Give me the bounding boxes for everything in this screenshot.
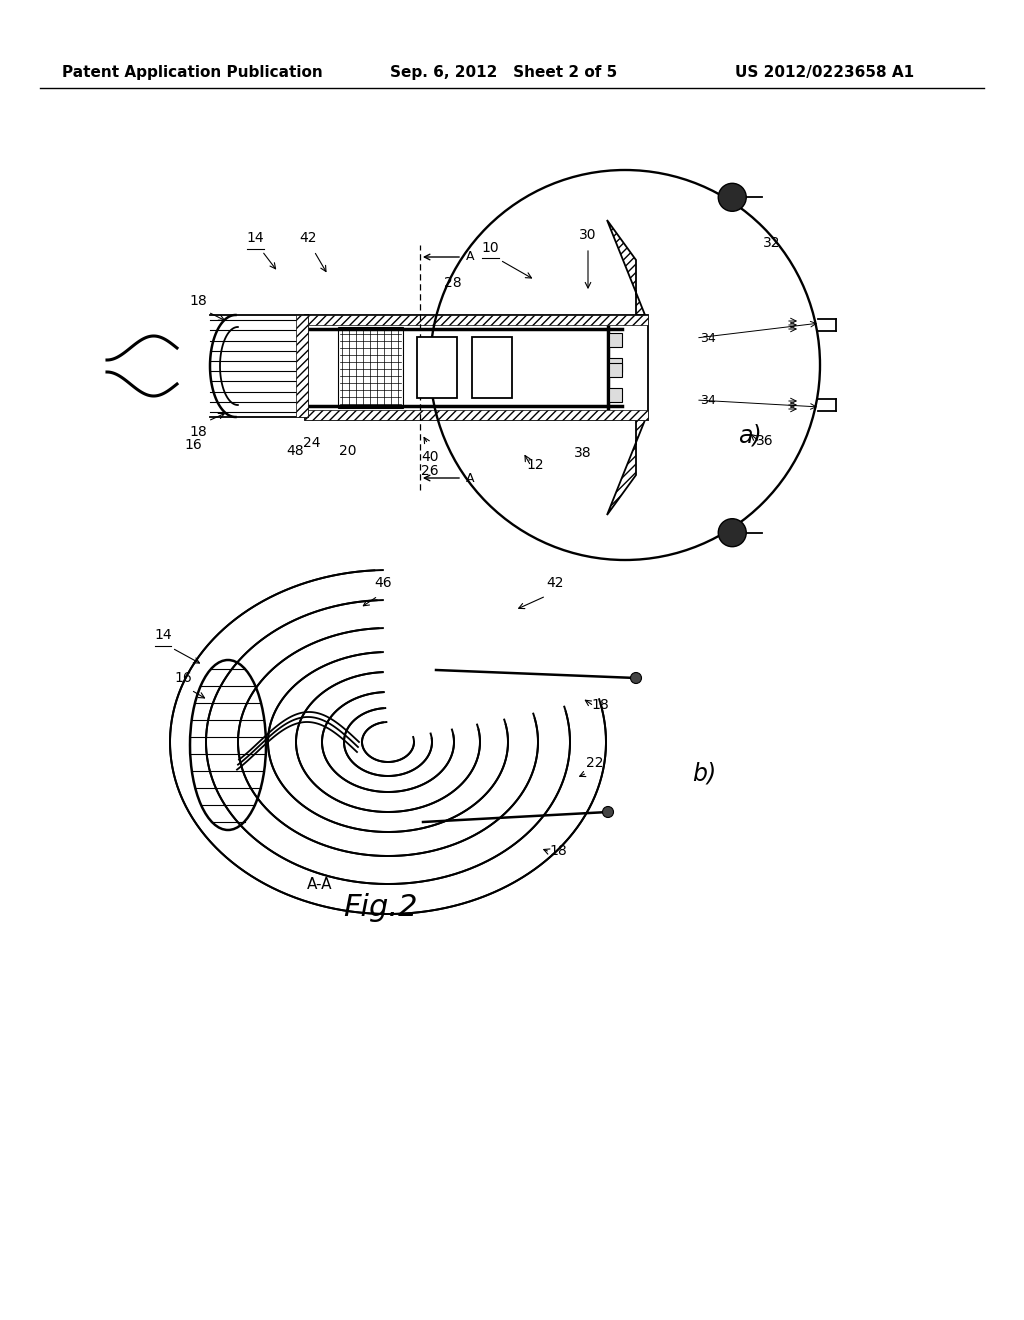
Circle shape — [631, 672, 641, 684]
Text: A: A — [466, 251, 474, 264]
Text: Sep. 6, 2012   Sheet 2 of 5: Sep. 6, 2012 Sheet 2 of 5 — [390, 65, 617, 79]
Text: 48: 48 — [286, 444, 304, 458]
Bar — [338, 327, 403, 408]
Text: Patent Application Publication: Patent Application Publication — [62, 65, 323, 79]
Circle shape — [602, 807, 613, 817]
Text: 14: 14 — [155, 628, 172, 642]
Bar — [417, 337, 457, 399]
Text: 28: 28 — [444, 276, 462, 290]
Text: 18: 18 — [189, 425, 207, 440]
Text: 22: 22 — [587, 756, 604, 770]
Bar — [305, 315, 648, 420]
Text: 32: 32 — [763, 236, 780, 249]
Text: US 2012/0223658 A1: US 2012/0223658 A1 — [735, 65, 914, 79]
Text: 12: 12 — [526, 458, 544, 473]
Text: 26: 26 — [421, 465, 439, 478]
Bar — [296, 315, 308, 417]
Text: 40: 40 — [421, 450, 438, 465]
Bar — [305, 411, 648, 420]
Text: Fig.2: Fig.2 — [343, 894, 417, 921]
Bar — [609, 388, 622, 403]
Polygon shape — [607, 220, 645, 315]
Polygon shape — [607, 420, 645, 515]
Text: A: A — [466, 471, 474, 484]
Text: 20: 20 — [339, 444, 356, 458]
Text: 34: 34 — [700, 331, 716, 345]
Bar — [472, 337, 512, 399]
Text: 36: 36 — [756, 434, 774, 447]
Text: 42: 42 — [299, 231, 316, 246]
Text: a): a) — [738, 424, 762, 447]
Bar — [609, 333, 622, 347]
Text: 34: 34 — [700, 393, 716, 407]
Bar — [609, 363, 622, 378]
Text: A-A: A-A — [307, 876, 333, 892]
Text: 18: 18 — [189, 294, 207, 308]
Text: 18: 18 — [549, 843, 567, 858]
Text: 18: 18 — [591, 698, 609, 711]
Text: 30: 30 — [580, 228, 597, 242]
Text: 46: 46 — [374, 576, 392, 590]
Circle shape — [718, 183, 746, 211]
Text: 42: 42 — [546, 576, 564, 590]
Text: 38: 38 — [574, 446, 592, 459]
Text: 14: 14 — [246, 231, 264, 246]
Text: 16: 16 — [184, 438, 202, 451]
Text: b): b) — [692, 762, 716, 785]
Text: 10: 10 — [481, 242, 499, 255]
Text: 24: 24 — [303, 436, 321, 450]
Bar — [609, 358, 622, 372]
Text: 16: 16 — [174, 671, 191, 685]
Bar — [305, 315, 648, 325]
Circle shape — [718, 519, 746, 546]
